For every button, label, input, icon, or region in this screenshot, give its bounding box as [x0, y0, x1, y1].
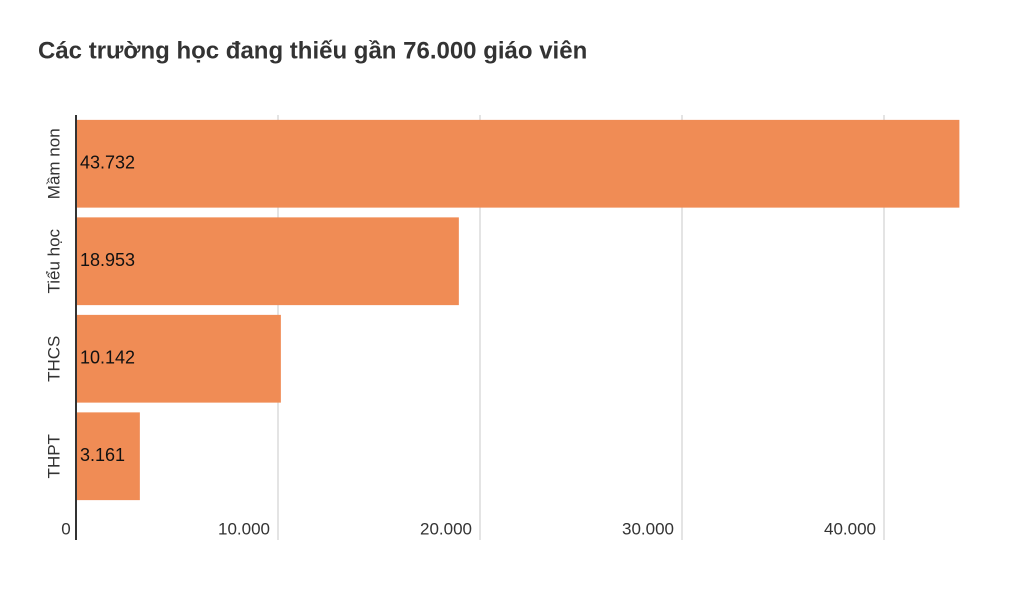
chart-title: Các trường học đang thiếu gần 76.000 giá…: [38, 37, 587, 64]
y-tick-label: Tiểu học: [44, 228, 63, 293]
y-tick-label: THPT: [44, 434, 63, 478]
value-label: 43.732: [80, 153, 135, 173]
bar: [76, 412, 140, 501]
bar: [76, 119, 960, 208]
y-tick-label: Mầm non: [44, 128, 63, 199]
value-label: 3.161: [80, 445, 125, 465]
y-tick-label: THCS: [44, 336, 63, 382]
bar: [76, 314, 281, 403]
x-tick-label: 0: [61, 519, 70, 538]
x-tick-label: 30.000: [622, 519, 674, 538]
x-tick-label: 10.000: [218, 519, 270, 538]
bar: [76, 217, 459, 306]
x-tick-label: 40.000: [824, 519, 876, 538]
x-tick-label: 20.000: [420, 519, 472, 538]
value-label: 18.953: [80, 250, 135, 270]
value-label: 10.142: [80, 348, 135, 368]
